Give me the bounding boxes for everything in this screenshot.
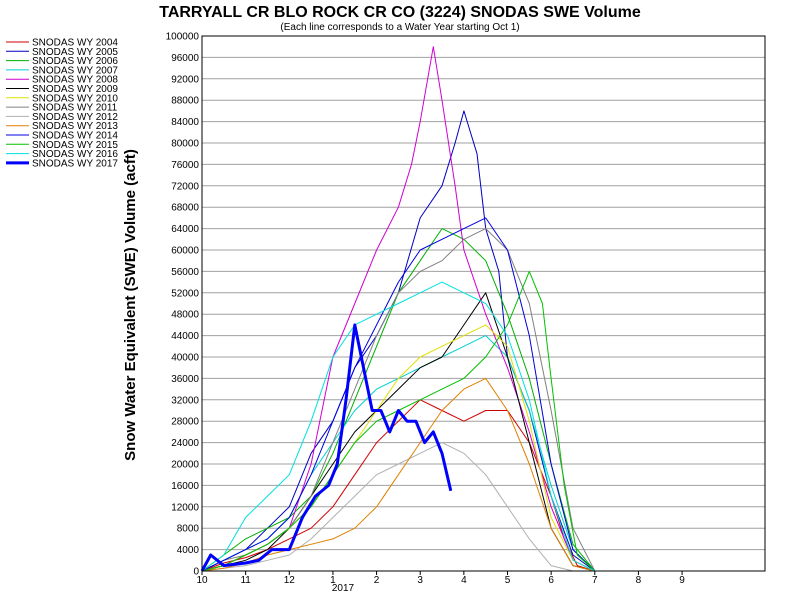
series-line-snodas-wy-2016 bbox=[201, 281, 596, 572]
y-tick-label: 44000 bbox=[171, 331, 199, 342]
series-line-snodas-wy-2008 bbox=[201, 46, 596, 572]
y-tick-label: 80000 bbox=[171, 139, 199, 150]
legend-entry: SNODAS WY 2005 bbox=[32, 47, 118, 58]
legend-entry: SNODAS WY 2014 bbox=[32, 131, 118, 142]
x-tick-label: 4 bbox=[461, 575, 467, 586]
series-line-snodas-wy-2009 bbox=[201, 292, 595, 572]
legend-entry: SNODAS WY 2011 bbox=[32, 103, 118, 114]
x-tick-labels: 10 11 12 1 2 3 4 5 6 7 8 9 bbox=[196, 571, 685, 586]
legend-entry: SNODAS WY 2009 bbox=[32, 84, 118, 95]
y-tick-label: 28000 bbox=[171, 417, 199, 428]
x-year-label: 2017 bbox=[332, 583, 355, 594]
y-tick-label: 64000 bbox=[171, 224, 199, 235]
plot-frame bbox=[201, 35, 766, 572]
y-tick-label: 96000 bbox=[171, 53, 199, 64]
series-line-snodas-wy-2004 bbox=[201, 399, 595, 572]
chart-subtitle: (Each line corresponds to a Water Year s… bbox=[280, 22, 519, 33]
legend-entry: SNODAS WY 2015 bbox=[32, 140, 118, 151]
y-tick-label: 92000 bbox=[171, 74, 199, 85]
series-line-snodas-wy-2017 bbox=[200, 323, 453, 572]
grid-lines bbox=[202, 35, 765, 572]
legend-entry: SNODAS WY 2007 bbox=[32, 65, 118, 76]
series-lines bbox=[200, 46, 596, 572]
y-tick-label: 8000 bbox=[177, 524, 200, 535]
y-tick-label: 52000 bbox=[171, 288, 199, 299]
y-axis-label: Snow Water Equivalent (SWE) Volume (acft… bbox=[122, 149, 139, 461]
chart-title: TARRYALL CR BLO ROCK CR CO (3224) SNODAS… bbox=[159, 4, 641, 21]
y-tick-label: 56000 bbox=[171, 267, 199, 278]
x-tick-label: 3 bbox=[417, 575, 423, 586]
x-tick-label: 1 bbox=[330, 575, 336, 586]
y-tick-label: 100000 bbox=[166, 32, 200, 43]
legend-entry: SNODAS WY 2006 bbox=[32, 56, 118, 67]
series-line-snodas-wy-2014 bbox=[201, 217, 596, 572]
legend-entry: SNODAS WY 2013 bbox=[32, 121, 118, 132]
x-tick-label: 2 bbox=[374, 575, 380, 586]
y-tick-label: 40000 bbox=[171, 353, 199, 364]
y-tick-label: 68000 bbox=[171, 203, 199, 214]
legend-entry: SNODAS WY 2004 bbox=[32, 38, 118, 49]
legend-entry: SNODAS WY 2016 bbox=[32, 149, 118, 160]
y-tick-label: 36000 bbox=[171, 374, 199, 385]
y-tick-label: 60000 bbox=[171, 246, 199, 257]
y-tick-label: 88000 bbox=[171, 96, 199, 107]
y-tick-label: 48000 bbox=[171, 310, 199, 321]
x-tick-label: 9 bbox=[679, 575, 685, 586]
y-tick-label: 0 bbox=[193, 567, 199, 578]
y-tick-label: 20000 bbox=[171, 460, 199, 471]
x-tick-label: 11 bbox=[240, 575, 251, 586]
series-line-snodas-wy-2015 bbox=[201, 270, 596, 572]
y-tick-label: 76000 bbox=[171, 160, 199, 171]
x-tick-label: 12 bbox=[284, 575, 296, 586]
y-tick-label: 72000 bbox=[171, 181, 199, 192]
y-tick-label: 32000 bbox=[171, 395, 199, 406]
x-tick-label: 8 bbox=[636, 575, 642, 586]
x-tick-label: 6 bbox=[548, 575, 554, 586]
y-tick-label: 12000 bbox=[171, 502, 199, 513]
y-tick-label: 4000 bbox=[177, 545, 200, 556]
y-tick-label: 16000 bbox=[171, 481, 199, 492]
legend-entry: SNODAS WY 2012 bbox=[32, 112, 118, 123]
y-tick-labels: 0 4000 8000 12000 16000 20000 24000 28000 32000 3… bbox=[166, 32, 200, 578]
x-tick-label: 5 bbox=[505, 575, 511, 586]
legend-entry: SNODAS WY 2017 bbox=[32, 158, 118, 169]
x-tick-label: 7 bbox=[592, 575, 598, 586]
legend-entry: SNODAS WY 2008 bbox=[32, 75, 118, 86]
x-tick-label: 10 bbox=[196, 575, 208, 586]
legend-entry: SNODAS WY 2010 bbox=[32, 93, 118, 104]
y-tick-label: 84000 bbox=[171, 117, 199, 128]
series-line-snodas-wy-2012 bbox=[201, 442, 574, 572]
y-tick-label: 24000 bbox=[171, 438, 199, 449]
